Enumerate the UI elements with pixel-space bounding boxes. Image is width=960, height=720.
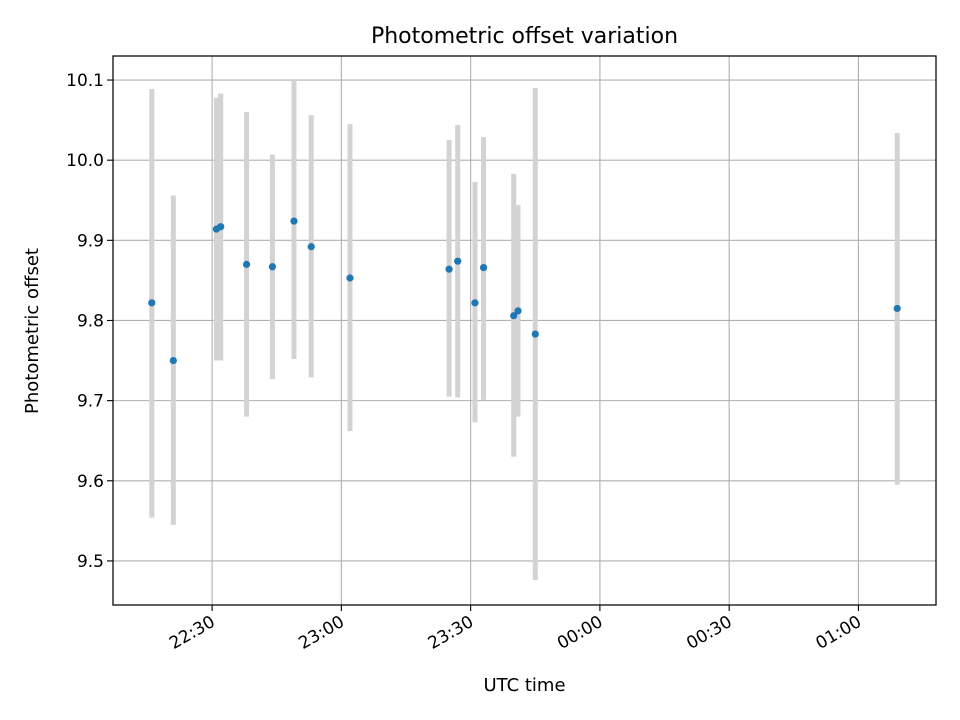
x-axis-label: UTC time [483,675,565,696]
data-point [148,299,156,307]
data-point [454,257,462,265]
data-point [531,330,539,338]
y-tick-label: 9.5 [77,552,104,572]
y-tick-label: 9.8 [77,311,104,331]
data-point [471,299,479,307]
y-tick-label: 9.6 [77,472,104,492]
data-point [242,260,251,268]
data-point [217,223,225,231]
data-point [169,356,177,365]
data-point [510,312,518,320]
data-point [893,304,901,313]
data-point [346,274,354,282]
grid [113,56,936,605]
chart-title: Photometric offset variation [371,24,678,49]
data-point [290,217,298,225]
y-tick-label: 9.7 [77,392,104,412]
data-points [148,217,901,365]
plot-frame [112,55,937,606]
y-tick-label: 9.9 [77,231,104,251]
data-point [514,307,522,315]
data-point [479,263,488,272]
data-point [307,243,315,251]
y-axis-label: Photometric offset [22,248,43,414]
data-point [268,263,277,271]
y-tick-label: 10.1 [66,71,104,91]
y-axis-ticks: 9.5 9.6 9.7 9.8 9.9 10.0 10.1 [66,71,113,572]
data-point [445,265,453,273]
y-tick-label: 10.0 [66,151,104,171]
